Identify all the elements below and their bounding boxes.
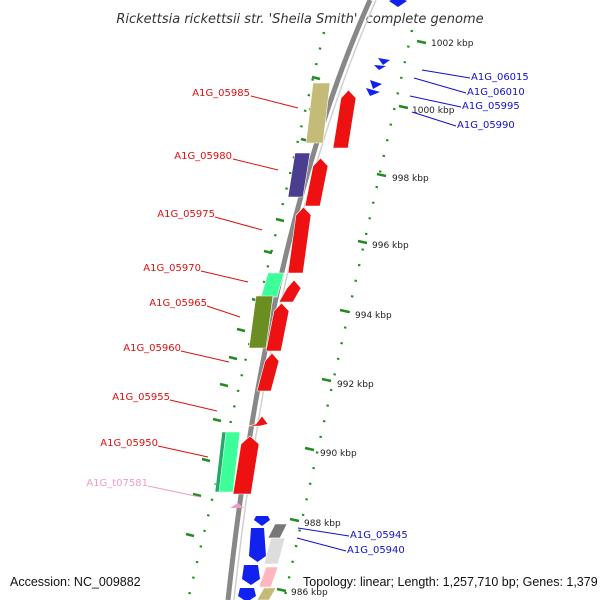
outer-dotted-guide (282, 29, 414, 600)
scale-tick-label: 990 kbp (320, 449, 357, 459)
gene-leader-line (147, 485, 201, 498)
gene-features (214, 0, 407, 600)
forward-cds-arrow (278, 279, 302, 303)
minor-tick-mark (201, 457, 211, 463)
minor-tick-mark (219, 382, 229, 388)
forward-cds-arrow (256, 352, 280, 392)
scale-tick-label: 996 kbp (372, 241, 409, 251)
gene-label-left: A1G_05960 (123, 343, 181, 354)
gene-label-right: A1G_06015 (471, 72, 529, 83)
minor-tick-mark (212, 417, 222, 423)
forward-cds-arrow (332, 89, 357, 149)
genome-backbone (225, 0, 373, 600)
gene-label-left: A1G_05975 (157, 209, 215, 220)
gene-leader-line (169, 399, 218, 412)
gene-block-mint (260, 272, 285, 298)
gene-leader-line (296, 537, 347, 552)
gene-label-left: A1G_05955 (112, 392, 170, 403)
trna-marker (230, 503, 244, 508)
reverse-cds-arrow (378, 58, 390, 65)
gene-leader-line (206, 305, 241, 318)
scale-ticks: 1002 kbp 1000 kbp 998 kbp 996 kbp 994 kbp 992… (185, 39, 474, 598)
topology-text: Topology: linear; Length: 1,257,710 bp; … (303, 575, 598, 589)
gene-label-right: A1G_05995 (462, 101, 520, 112)
scale-tick-mark (289, 517, 300, 523)
gene-leader-line (232, 158, 279, 171)
gene-label-right: A1G_06010 (467, 87, 525, 98)
reverse-cds-arrow (249, 528, 266, 562)
gene-leader-line (421, 69, 471, 79)
reverse-cds-arrow (374, 65, 386, 70)
accession-text: Accession: NC_009882 (10, 575, 141, 589)
gene-leader-line (297, 527, 350, 537)
gene-leader-line (157, 445, 209, 458)
gene-label-right: A1G_05940 (347, 545, 405, 556)
forward-cds-arrow (265, 302, 290, 352)
forward-cds-arrow (287, 206, 312, 274)
minor-tick-mark (311, 75, 321, 81)
gene-block-mint-edge (214, 431, 227, 493)
scale-tick-label: 986 kbp (291, 588, 328, 598)
scale-tick-mark (321, 377, 332, 383)
gene-label-left: A1G_05965 (149, 298, 207, 309)
gene-label-right: A1G_05990 (457, 120, 515, 131)
reverse-cds-arrow (242, 565, 260, 585)
reverse-cds-arrow (238, 588, 256, 600)
gene-block-green (248, 295, 274, 349)
minor-tick-mark (275, 217, 285, 223)
map-title: Rickettsia rickettsii str. 'Sheila Smith… (116, 12, 483, 27)
gene-leader-line (413, 77, 467, 94)
scale-tick-label: 1002 kbp (431, 39, 474, 49)
gene-block-olive (305, 82, 331, 144)
gene-block-olive (256, 587, 277, 600)
gene-label-left: A1G_05985 (192, 88, 250, 99)
forward-cds-arrow (232, 435, 260, 495)
gene-leader-line (180, 350, 230, 363)
scale-tick-mark (339, 308, 350, 314)
minor-tick-mark (228, 355, 238, 361)
gene-label-left: A1G_t07581 (86, 478, 148, 489)
reverse-cds-arrow (254, 516, 270, 526)
scale-tick-label: 988 kbp (304, 519, 341, 529)
forward-cds-arrow (247, 415, 269, 427)
scale-tick-mark (276, 587, 287, 593)
gene-label-left: A1G_05970 (143, 263, 201, 274)
gene-label-right: A1G_05945 (350, 530, 408, 541)
scale-tick-mark (398, 104, 409, 110)
gene-leader-line (200, 270, 249, 283)
reverse-cds-arrow (370, 80, 382, 89)
forward-cds-arrow (304, 157, 329, 207)
minor-tick-mark (236, 327, 246, 333)
gene-label-left: A1G_05980 (174, 151, 232, 162)
scale-tick-label: 994 kbp (355, 311, 392, 321)
scale-tick-mark (376, 172, 387, 178)
gene-leader-line (250, 95, 299, 109)
minor-tick-mark (192, 492, 202, 498)
scale-tick-mark (416, 39, 427, 45)
minor-tick-mark (185, 532, 195, 538)
reverse-cds-arrow (366, 88, 380, 96)
scale-tick-label: 992 kbp (337, 380, 374, 390)
inner-dotted-guide (186, 31, 326, 600)
gene-block-pink (258, 566, 279, 588)
gene-label-left: A1G_05950 (100, 438, 158, 449)
gene-block-gray (267, 523, 288, 539)
gene-leader-line (214, 216, 263, 231)
gene-block-lightgray (263, 537, 286, 565)
scale-tick-label: 1000 kbp (412, 106, 455, 116)
gene-labels: A1G_05985 A1G_05980 A1G_05975 A1G_05970 A1G_… (86, 69, 529, 556)
scale-tick-mark (304, 446, 315, 452)
gene-leader-line (411, 111, 457, 127)
gene-block-purple (287, 152, 311, 198)
scale-tick-mark (357, 239, 368, 245)
gene-leader-line (409, 95, 462, 108)
reverse-cds-arrow (389, 0, 407, 7)
minor-tick-mark (263, 249, 273, 255)
scale-tick-label: 998 kbp (392, 174, 429, 184)
